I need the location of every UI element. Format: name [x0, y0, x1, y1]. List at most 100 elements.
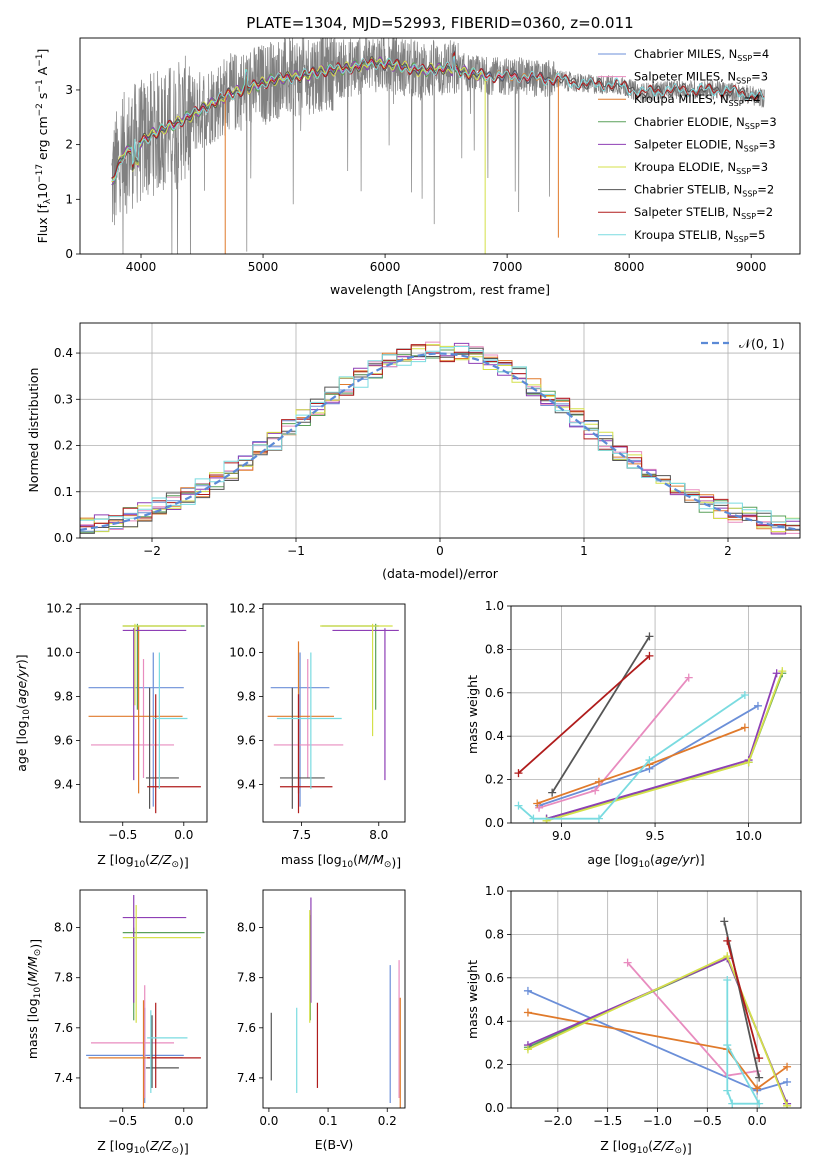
label-part: age — [14, 681, 29, 705]
weight-line-chabrier-stelib — [551, 635, 651, 794]
y-tick-label: 8.0 — [237, 921, 256, 935]
y-tick-label: 2 — [65, 138, 73, 152]
legend-text: Salpeter MILES, N — [634, 70, 736, 84]
y-tick-label: 7.4 — [237, 1071, 256, 1085]
y-tick-label: 0.0 — [485, 1101, 504, 1115]
weight-marker — [783, 1101, 792, 1108]
weight-marker — [740, 723, 749, 732]
weight-marker — [755, 1073, 764, 1082]
label-part: −1 — [35, 54, 45, 67]
weight-marker — [740, 690, 749, 699]
y-tick-label: 7.6 — [54, 1021, 73, 1035]
plot-frame — [79, 322, 801, 539]
legend-text: Salpeter ELODIE, N — [634, 137, 744, 151]
x-tick-label: 0.0 — [174, 828, 193, 842]
x-tick-label: 5000 — [248, 260, 279, 274]
y-tick-label: 9.6 — [54, 734, 73, 748]
label-part: −2 — [35, 103, 45, 116]
y-axis-label: mass weight — [465, 960, 480, 1039]
y-tick-label: 1 — [65, 192, 73, 206]
x-tick-label: 7.5 — [292, 828, 311, 842]
legend-text: Chabrier ELODIE, N — [634, 115, 745, 129]
y-tick-label: 0.0 — [54, 531, 73, 545]
weight-marker — [723, 975, 732, 984]
x-axis-label: Z [log10(Z/Z⊙)] — [600, 1138, 692, 1156]
x-axis-label: E(B-V) — [315, 1137, 354, 1152]
weight-marker — [723, 936, 732, 945]
label-part: ⊙ — [674, 1146, 682, 1156]
x-tick-label: 0.1 — [319, 1114, 338, 1128]
legend-text: =3 — [751, 70, 768, 84]
weight-marker — [778, 667, 787, 676]
plot-area — [88, 623, 205, 814]
legend-text: Salpeter STELIB, N — [634, 205, 741, 219]
label-part: λ — [43, 198, 53, 204]
label-part: )] — [682, 1141, 692, 1156]
legend-text: =3 — [760, 115, 777, 129]
x-tick-label: 8000 — [614, 260, 645, 274]
y-tick-label: 10.2 — [46, 601, 73, 615]
x-tick-label: 9000 — [736, 260, 767, 274]
label-part: age — [655, 852, 679, 867]
label-part: Z [log — [600, 1138, 636, 1153]
weight-marker — [645, 651, 654, 660]
legend-text: =2 — [757, 183, 774, 197]
label-part: 10 — [134, 860, 146, 870]
weight-line-salpeter-stelib — [726, 940, 760, 1059]
legend-text: =3 — [751, 160, 768, 174]
x-axis-label: mass [log10(M/M⊙)] — [281, 852, 401, 870]
legend-subscript: SSP — [736, 167, 751, 176]
plot-area — [523, 917, 792, 1108]
label-part: M — [373, 852, 384, 867]
x-axis-label: Z [log10(Z/Z⊙)] — [97, 1138, 189, 1156]
legend-text: Chabrier MILES, N — [634, 47, 737, 61]
label-part: ⊙ — [33, 949, 43, 957]
label-part: 10 — [22, 709, 32, 721]
x-axis-label: Z [log10(Z/Z⊙)] — [97, 852, 189, 870]
x-tick-label: 0 — [436, 544, 444, 558]
weight-marker — [772, 669, 781, 678]
histogram-kroupa-stelib — [80, 346, 800, 523]
weight-marker — [720, 917, 729, 926]
legend-text: Kroupa ELODIE, N — [634, 160, 736, 174]
legend-label: Salpeter MILES, NSSP=3 — [634, 70, 768, 86]
y-tick-label: 0.6 — [485, 686, 504, 700]
label-part: Z — [149, 1138, 159, 1153]
weight-line-kroupa-miles — [536, 726, 746, 805]
y-tick-label: 9.4 — [54, 778, 73, 792]
normal-curve — [80, 352, 800, 531]
legend-label: Kroupa STELIB, NSSP=5 — [634, 228, 765, 244]
legend-text: Chabrier STELIB, N — [634, 183, 742, 197]
legend-subscript: SSP — [742, 190, 757, 199]
weight-marker — [533, 799, 542, 808]
weight-marker — [645, 756, 654, 765]
plot-frame — [79, 37, 801, 255]
weight-marker — [783, 1062, 792, 1071]
y-tick-label: 0.3 — [54, 392, 73, 406]
legend-subscript: SSP — [744, 144, 759, 153]
plot-area — [270, 897, 401, 1108]
legend-label: Chabrier STELIB, NSSP=2 — [634, 183, 774, 199]
label-part: ( — [25, 982, 40, 987]
label-part: 10 — [637, 1146, 649, 1156]
label-part: 10 — [342, 860, 354, 870]
x-tick-label: 0.0 — [259, 1114, 278, 1128]
label-part: Z — [665, 1138, 675, 1153]
y-tick-label: 0.2 — [485, 773, 504, 787]
weight-marker — [594, 777, 603, 786]
y-tick-label: 10.0 — [229, 645, 256, 659]
weight-marker — [514, 801, 523, 810]
label-part: s — [35, 93, 50, 104]
label-part: Z — [162, 852, 172, 867]
label-part: −17 — [35, 164, 45, 183]
weight-marker — [728, 1099, 737, 1108]
weight-marker — [623, 958, 632, 967]
y-tick-label: 0.8 — [485, 642, 504, 656]
label-part: Z — [652, 1138, 662, 1153]
legend-label: Salpeter ELODIE, NSSP=3 — [634, 137, 776, 153]
legend-text: Kroupa MILES, N — [634, 92, 729, 106]
y-tick-label: 0.0 — [485, 816, 504, 830]
weight-line-salpeter-stelib — [517, 655, 651, 774]
label-part: age [log — [587, 852, 638, 867]
weight-marker — [755, 1099, 764, 1108]
